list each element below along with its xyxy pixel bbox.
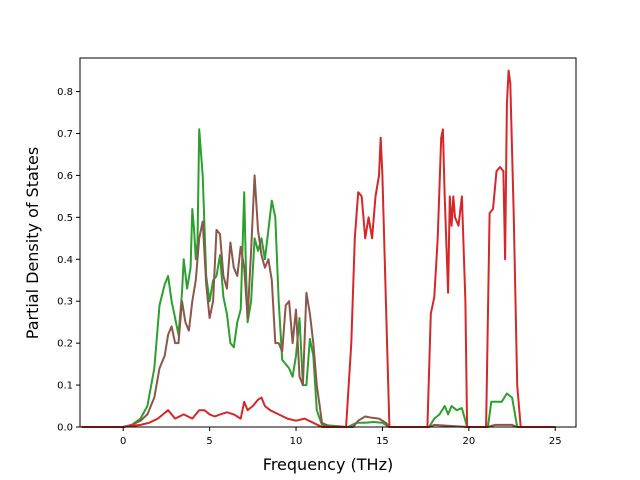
y-tick-label: 0.0 [57, 423, 73, 434]
y-tick-label: 0.2 [57, 339, 73, 350]
x-axis-label: Frequency (THz) [263, 455, 393, 474]
x-tick-label: 25 [549, 436, 562, 447]
y-tick-label: 0.8 [57, 87, 73, 98]
y-tick-label: 0.1 [57, 381, 73, 392]
x-tick-label: 5 [206, 436, 212, 447]
x-axis-ticks: 0 5 10 15 20 25 [120, 427, 562, 447]
y-tick-label: 0.7 [57, 129, 73, 140]
x-tick-label: 20 [462, 436, 475, 447]
plot-frame [79, 57, 577, 428]
series-line-2 [81, 69, 556, 428]
series-lines [81, 69, 556, 428]
x-tick-label: 15 [376, 436, 389, 447]
series-line-0 [81, 128, 556, 428]
series-line-1 [81, 174, 556, 428]
y-tick-label: 0.3 [57, 297, 73, 308]
y-tick-label: 0.4 [57, 255, 73, 266]
y-tick-label: 0.5 [57, 213, 73, 224]
y-axis-ticks: 0.0 0.1 0.2 0.3 0.4 0.5 0.6 0.7 0.8 [57, 87, 80, 434]
y-tick-label: 0.6 [57, 171, 73, 182]
x-tick-label: 10 [290, 436, 303, 447]
y-axis-label: Partial Density of States [23, 147, 42, 339]
x-tick-label: 0 [120, 436, 126, 447]
